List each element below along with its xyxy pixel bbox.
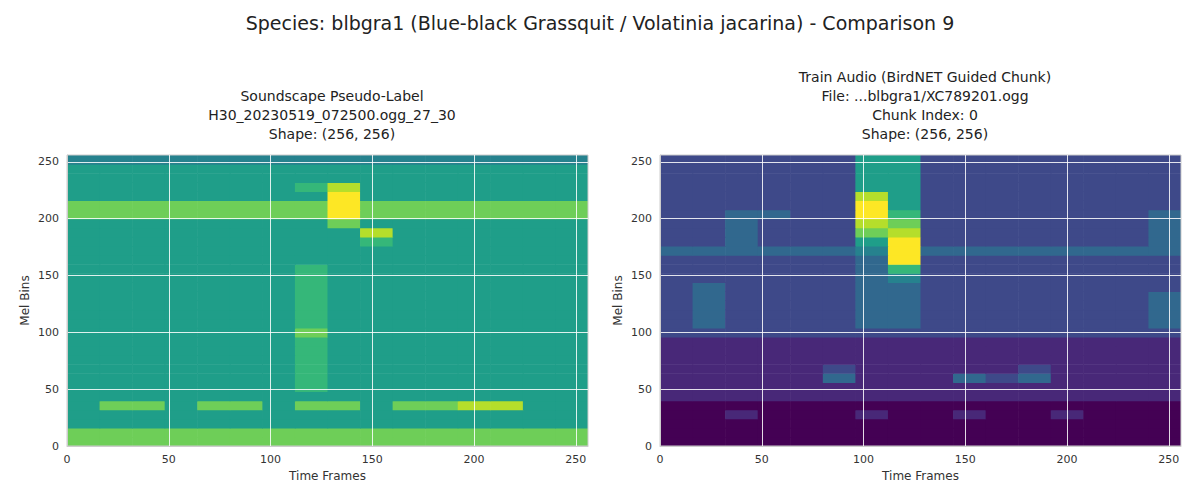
svg-text:200: 200: [1057, 453, 1078, 466]
svg-text:50: 50: [162, 453, 176, 466]
svg-text:50: 50: [638, 383, 652, 396]
svg-text:100: 100: [260, 453, 281, 466]
svg-text:Time Frames: Time Frames: [288, 469, 366, 483]
svg-text:100: 100: [631, 326, 652, 339]
svg-text:Chunk Index: 0: Chunk Index: 0: [872, 107, 978, 123]
svg-text:250: 250: [565, 453, 586, 466]
svg-text:150: 150: [955, 453, 976, 466]
svg-text:250: 250: [631, 155, 652, 168]
svg-text:200: 200: [631, 212, 652, 225]
svg-text:Species: blbgra1 (Blue-black G: Species: blbgra1 (Blue-black Grassquit /…: [246, 12, 955, 34]
svg-text:0: 0: [52, 440, 59, 453]
svg-text:Soundscape Pseudo-Label: Soundscape Pseudo-Label: [240, 88, 423, 104]
svg-text:50: 50: [755, 453, 769, 466]
svg-text:Train Audio (BirdNET Guided Ch: Train Audio (BirdNET Guided Chunk): [798, 69, 1051, 85]
svg-text:200: 200: [38, 212, 59, 225]
svg-text:250: 250: [38, 155, 59, 168]
svg-text:Time Frames: Time Frames: [881, 469, 959, 483]
svg-text:50: 50: [45, 383, 59, 396]
svg-text:150: 150: [631, 269, 652, 282]
svg-text:Mel Bins: Mel Bins: [611, 275, 625, 325]
svg-text:Shape: (256, 256): Shape: (256, 256): [862, 126, 988, 142]
svg-text:250: 250: [1158, 453, 1179, 466]
svg-text:0: 0: [657, 453, 664, 466]
svg-text:0: 0: [645, 440, 652, 453]
svg-text:Shape: (256, 256): Shape: (256, 256): [269, 126, 395, 142]
svg-text:100: 100: [853, 453, 874, 466]
svg-text:File: ...blbgra1/XC789201.ogg: File: ...blbgra1/XC789201.ogg: [821, 88, 1028, 104]
svg-text:H30_20230519_072500.ogg_27_30: H30_20230519_072500.ogg_27_30: [208, 107, 455, 123]
svg-text:150: 150: [38, 269, 59, 282]
svg-text:100: 100: [38, 326, 59, 339]
svg-text:0: 0: [64, 453, 71, 466]
svg-text:200: 200: [464, 453, 485, 466]
svg-text:Mel Bins: Mel Bins: [18, 275, 32, 325]
svg-text:150: 150: [362, 453, 383, 466]
